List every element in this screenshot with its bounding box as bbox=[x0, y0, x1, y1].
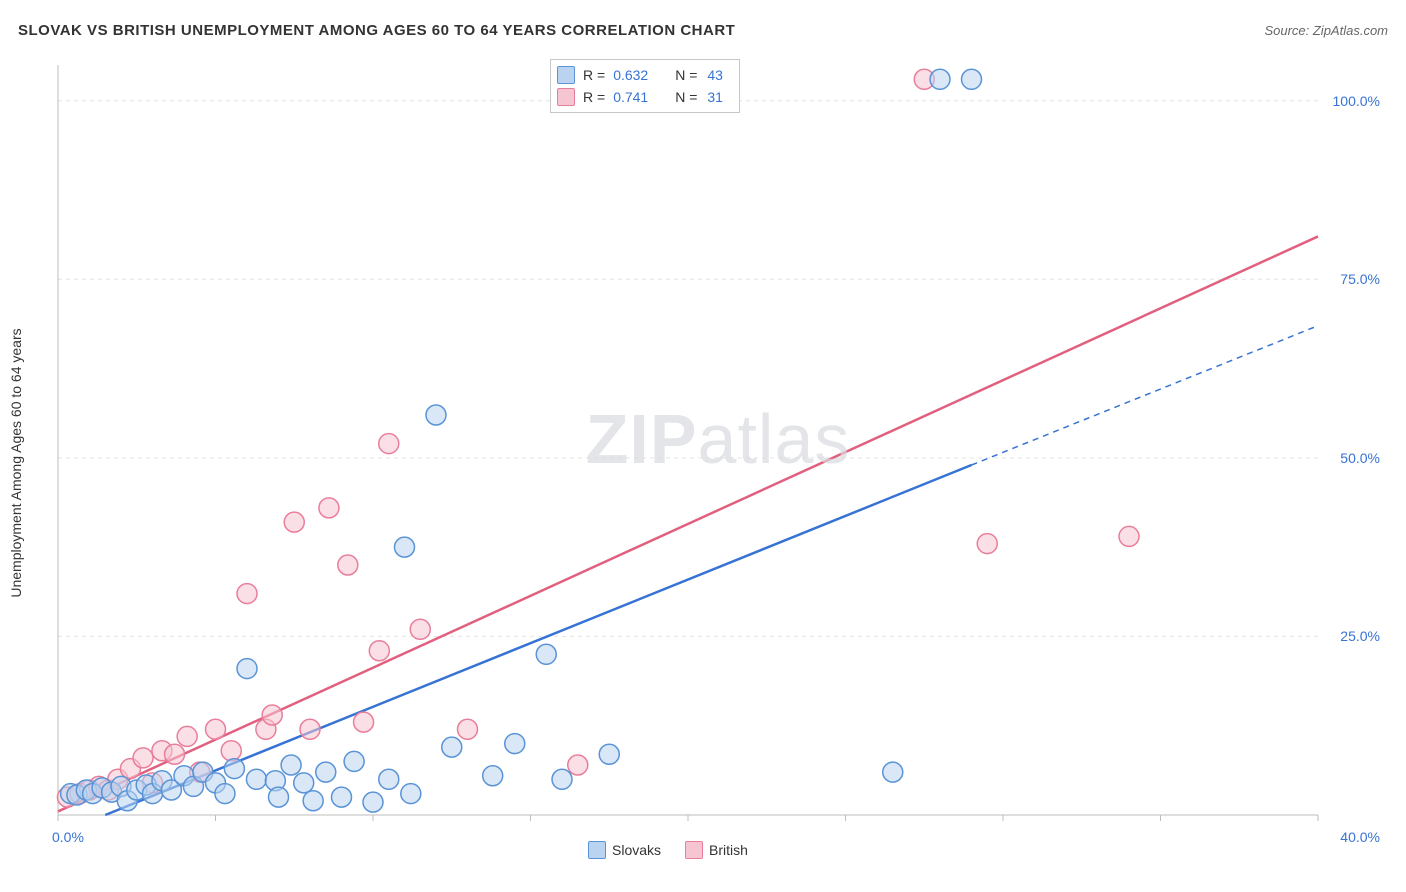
point-slovak bbox=[483, 766, 503, 786]
point-slovak bbox=[962, 69, 982, 89]
legend-item-slovak: Slovaks bbox=[588, 841, 661, 859]
point-slovak bbox=[224, 759, 244, 779]
point-slovak bbox=[536, 644, 556, 664]
point-slovak bbox=[426, 405, 446, 425]
scatter-plot bbox=[48, 55, 1388, 855]
legend-row: R =0.632N =43 bbox=[557, 64, 729, 86]
point-british bbox=[379, 434, 399, 454]
point-british bbox=[133, 748, 153, 768]
point-british bbox=[977, 534, 997, 554]
trend-line-british bbox=[58, 236, 1318, 811]
point-british bbox=[338, 555, 358, 575]
tick-label: 40.0% bbox=[1340, 829, 1380, 845]
point-slovak bbox=[599, 744, 619, 764]
point-slovak bbox=[246, 769, 266, 789]
point-british bbox=[221, 741, 241, 761]
point-british bbox=[165, 744, 185, 764]
point-british bbox=[410, 619, 430, 639]
point-british bbox=[262, 705, 282, 725]
point-slovak bbox=[442, 737, 462, 757]
point-slovak bbox=[344, 751, 364, 771]
point-british bbox=[284, 512, 304, 532]
point-slovak bbox=[281, 755, 301, 775]
tick-label: 25.0% bbox=[1340, 628, 1380, 644]
point-british bbox=[237, 584, 257, 604]
legend-swatch-british bbox=[557, 88, 575, 106]
point-slovak bbox=[883, 762, 903, 782]
legend-row: R =0.741N =31 bbox=[557, 86, 729, 108]
y-axis-label: Unemployment Among Ages 60 to 64 years bbox=[8, 328, 24, 597]
point-british bbox=[369, 641, 389, 661]
point-slovak bbox=[379, 769, 399, 789]
tick-label: 50.0% bbox=[1340, 450, 1380, 466]
point-british bbox=[177, 726, 197, 746]
point-slovak bbox=[552, 769, 572, 789]
point-british bbox=[206, 719, 226, 739]
point-slovak bbox=[303, 791, 323, 811]
source-label: Source: ZipAtlas.com bbox=[1264, 23, 1388, 38]
point-slovak bbox=[294, 773, 314, 793]
point-slovak bbox=[316, 762, 336, 782]
point-slovak bbox=[237, 659, 257, 679]
point-slovak bbox=[505, 734, 525, 754]
point-british bbox=[319, 498, 339, 518]
series-legend: Slovaks British bbox=[588, 841, 748, 859]
legend-item-british: British bbox=[685, 841, 748, 859]
point-british bbox=[568, 755, 588, 775]
legend-swatch-slovak bbox=[557, 66, 575, 84]
point-slovak bbox=[215, 784, 235, 804]
point-british bbox=[458, 719, 478, 739]
legend-swatch-british bbox=[685, 841, 703, 859]
point-slovak bbox=[395, 537, 415, 557]
point-british bbox=[1119, 526, 1139, 546]
tick-label: 100.0% bbox=[1333, 93, 1380, 109]
point-british bbox=[354, 712, 374, 732]
chart-area: Unemployment Among Ages 60 to 64 years Z… bbox=[48, 55, 1388, 855]
tick-label: 0.0% bbox=[52, 829, 84, 845]
point-british bbox=[300, 719, 320, 739]
point-slovak bbox=[332, 787, 352, 807]
point-slovak bbox=[930, 69, 950, 89]
correlation-legend: R =0.632N =43R =0.741N =31 bbox=[550, 59, 740, 113]
tick-label: 75.0% bbox=[1340, 271, 1380, 287]
chart-title: SLOVAK VS BRITISH UNEMPLOYMENT AMONG AGE… bbox=[18, 22, 735, 39]
point-slovak bbox=[363, 792, 383, 812]
point-slovak bbox=[269, 787, 289, 807]
point-slovak bbox=[401, 784, 421, 804]
legend-swatch-slovak bbox=[588, 841, 606, 859]
